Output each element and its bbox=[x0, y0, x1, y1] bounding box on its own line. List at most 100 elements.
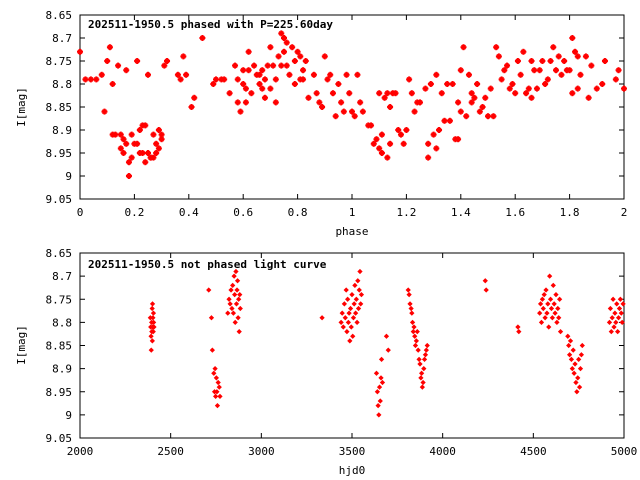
data-point bbox=[348, 324, 354, 330]
data-point-stroke bbox=[175, 72, 181, 78]
data-point bbox=[183, 71, 190, 78]
data-point bbox=[153, 140, 160, 147]
data-point-stroke bbox=[463, 113, 469, 119]
data-point-stroke bbox=[210, 81, 216, 87]
data-point bbox=[613, 319, 619, 325]
data-point-stroke bbox=[110, 81, 116, 87]
data-point bbox=[407, 301, 413, 307]
data-point bbox=[117, 131, 124, 138]
data-point bbox=[191, 94, 198, 101]
data-point-stroke bbox=[276, 53, 282, 59]
data-point-stroke bbox=[499, 76, 505, 82]
unphased-light-curve-chart: 2000 2500 3000 3500 4000 4500 5000 8.65 8.7 8.75 8… bbox=[15, 247, 637, 477]
data-point-stroke bbox=[221, 76, 227, 82]
data-point bbox=[468, 90, 475, 97]
data-point bbox=[373, 370, 380, 376]
data-point bbox=[341, 301, 348, 307]
data-point bbox=[436, 127, 443, 133]
data-point-stroke bbox=[120, 150, 127, 156]
data-point-stroke bbox=[477, 109, 483, 115]
data-point-stroke bbox=[613, 76, 619, 82]
data-point-stroke bbox=[466, 72, 472, 78]
data-point bbox=[612, 76, 619, 83]
y-tick-label: 8.75 bbox=[46, 55, 73, 68]
data-point-stroke bbox=[104, 58, 110, 64]
data-point-stroke bbox=[256, 72, 263, 78]
data-point bbox=[112, 131, 119, 138]
data-point bbox=[281, 35, 287, 41]
data-point bbox=[430, 131, 437, 138]
data-point-stroke bbox=[123, 67, 129, 73]
data-point bbox=[245, 48, 252, 55]
data-point bbox=[214, 389, 220, 395]
data-point bbox=[354, 71, 361, 78]
data-point-stroke bbox=[558, 72, 564, 78]
data-point bbox=[283, 62, 290, 69]
data-point-stroke bbox=[273, 99, 279, 105]
data-point bbox=[123, 67, 130, 74]
data-point bbox=[139, 150, 146, 156]
data-point bbox=[355, 278, 361, 284]
data-point-stroke bbox=[572, 49, 578, 55]
data-point bbox=[237, 108, 244, 115]
data-point-stroke bbox=[534, 86, 540, 92]
data-point bbox=[232, 62, 239, 69]
data-point bbox=[551, 301, 557, 307]
data-point bbox=[136, 127, 143, 133]
data-point-stroke bbox=[621, 86, 627, 92]
data-point-stroke bbox=[284, 40, 290, 46]
data-point bbox=[574, 389, 580, 395]
data-point bbox=[539, 58, 546, 64]
data-point bbox=[561, 58, 568, 64]
data-point-stroke bbox=[482, 95, 488, 101]
data-point bbox=[565, 333, 571, 339]
data-point-stroke bbox=[278, 30, 284, 36]
data-point bbox=[410, 329, 416, 335]
data-point bbox=[537, 301, 544, 307]
data-point bbox=[149, 301, 156, 307]
data-point-stroke bbox=[246, 67, 252, 73]
y-tick-label: 8.95 bbox=[46, 147, 73, 160]
data-point bbox=[379, 379, 386, 386]
series-points bbox=[77, 30, 627, 179]
data-point-stroke bbox=[161, 63, 167, 69]
data-point-stroke bbox=[153, 141, 159, 147]
data-point-stroke bbox=[289, 44, 295, 50]
data-point-stroke bbox=[496, 53, 502, 59]
data-point-stroke bbox=[134, 141, 140, 147]
data-point bbox=[412, 342, 419, 349]
data-point bbox=[438, 90, 445, 97]
data-point bbox=[418, 375, 424, 381]
data-point bbox=[214, 403, 221, 409]
data-point bbox=[413, 338, 419, 344]
data-point bbox=[377, 398, 383, 404]
data-point bbox=[236, 296, 242, 302]
data-point bbox=[376, 384, 383, 390]
data-point-stroke bbox=[188, 104, 195, 110]
data-point bbox=[338, 99, 345, 106]
data-point bbox=[556, 315, 562, 321]
x-axis-label: hjd0 bbox=[339, 464, 366, 477]
data-point bbox=[374, 389, 381, 395]
data-point bbox=[545, 301, 551, 307]
data-point bbox=[237, 292, 243, 298]
data-point bbox=[501, 67, 508, 74]
data-point bbox=[231, 273, 237, 279]
data-point bbox=[577, 71, 584, 78]
data-point-stroke bbox=[77, 49, 83, 55]
data-point-stroke bbox=[115, 63, 121, 69]
data-point bbox=[352, 282, 358, 288]
data-point bbox=[339, 310, 345, 316]
data-point bbox=[620, 301, 626, 307]
data-point-stroke bbox=[199, 35, 205, 41]
data-point bbox=[354, 319, 360, 325]
data-point-stroke bbox=[395, 127, 401, 133]
data-point bbox=[155, 127, 162, 133]
data-point bbox=[397, 131, 404, 138]
data-point-stroke bbox=[539, 58, 545, 64]
data-point bbox=[101, 108, 108, 115]
data-point bbox=[516, 329, 522, 335]
data-point bbox=[281, 48, 287, 55]
data-point bbox=[357, 99, 364, 106]
data-point-stroke bbox=[267, 44, 273, 50]
